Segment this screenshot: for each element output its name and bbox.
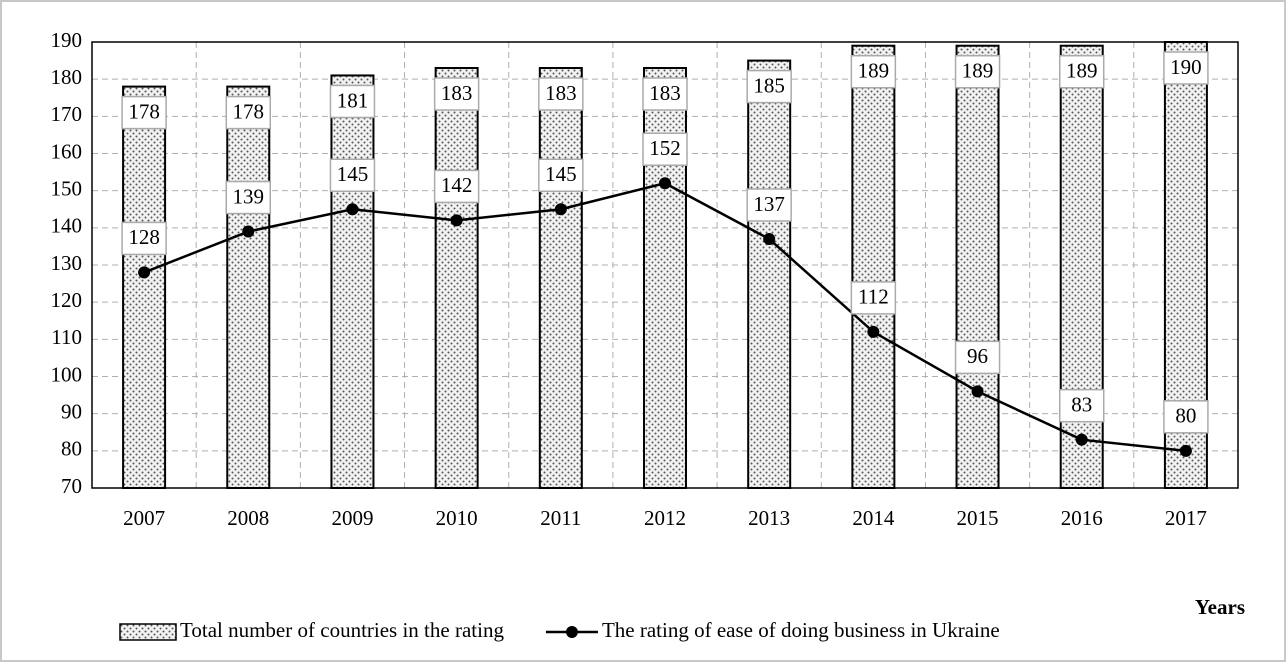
line-value-label-box — [329, 158, 376, 192]
line-value-label: 142 — [441, 173, 473, 197]
bar-value-label-box — [1058, 54, 1105, 89]
line-point — [763, 232, 776, 245]
line-value-label: 96 — [967, 344, 988, 368]
line-value-label: 145 — [545, 162, 577, 186]
bar-value-label: 189 — [1066, 59, 1098, 83]
plot-border — [91, 41, 1239, 489]
bar — [955, 44, 1000, 489]
bar-value-label-box — [746, 69, 792, 104]
y-tick-label: 190 — [51, 28, 83, 52]
line-point — [138, 266, 151, 279]
bar-value-label-box — [1163, 51, 1209, 85]
bar — [434, 67, 479, 490]
line-value-label: 145 — [337, 162, 369, 186]
line-point — [242, 225, 255, 238]
bar-value-label: 189 — [962, 59, 994, 83]
x-tick-label: 2014 — [852, 506, 895, 530]
bar-value-label-box — [538, 77, 584, 111]
x-tick-label: 2011 — [540, 506, 581, 530]
bar-value-label: 189 — [858, 59, 890, 83]
line-value-label: 83 — [1071, 392, 1092, 416]
y-tick-label: 150 — [51, 176, 83, 200]
x-tick-label: 2008 — [227, 506, 269, 530]
bar-value-label: 178 — [128, 99, 160, 123]
bar-value-label: 178 — [233, 99, 265, 123]
line-value-label-box — [1163, 400, 1209, 434]
bar — [851, 44, 896, 489]
line-point — [450, 214, 463, 227]
x-tick-label: 2007 — [123, 506, 165, 530]
legend-label: Total number of countries in the rating — [180, 618, 504, 642]
bar — [643, 67, 687, 490]
x-tick-label: 2016 — [1061, 506, 1103, 530]
legend-label: The rating of ease of doing business in … — [602, 618, 1000, 642]
line-value-label-box — [746, 188, 792, 222]
line-value-label: 128 — [128, 225, 160, 249]
y-tick-label: 170 — [51, 102, 83, 126]
x-axis-label: Years — [1195, 595, 1245, 619]
bar-value-label-box — [850, 54, 897, 89]
y-tick-label: 80 — [61, 437, 82, 461]
bar — [122, 85, 167, 489]
line-value-label-box — [538, 158, 584, 192]
y-tick-label: 120 — [51, 288, 83, 312]
y-tick-label: 180 — [51, 65, 83, 89]
bar-value-label-box — [121, 95, 167, 130]
line-point — [346, 203, 359, 216]
legend-marker — [565, 626, 578, 638]
x-tick-label: 2010 — [436, 506, 478, 530]
line-point — [1179, 444, 1192, 457]
bar-value-label: 183 — [441, 81, 473, 105]
y-tick-label: 110 — [51, 325, 82, 349]
y-tick-label: 70 — [61, 474, 82, 498]
legend-swatch — [119, 623, 177, 641]
bar-value-label: 181 — [337, 88, 369, 112]
line-point — [971, 385, 984, 398]
line-value-label-box — [225, 180, 272, 215]
line-value-label-box — [121, 221, 167, 256]
bar — [538, 67, 583, 490]
line-point — [554, 203, 567, 216]
bar — [330, 74, 375, 489]
y-tick-label: 100 — [51, 362, 83, 386]
bar-value-label-box — [433, 77, 480, 111]
bar — [226, 85, 271, 489]
bar-value-label-box — [329, 84, 376, 119]
line-point — [659, 177, 671, 190]
bar-value-label: 190 — [1170, 55, 1202, 79]
line-point — [1075, 433, 1088, 446]
x-tick-label: 2012 — [644, 506, 686, 530]
bar-value-label: 185 — [753, 73, 785, 97]
line-value-label-box — [850, 281, 897, 315]
y-tick-label: 90 — [61, 399, 82, 423]
line-value-label: 137 — [753, 192, 785, 216]
x-tick-label: 2015 — [957, 506, 999, 530]
line-value-label-box — [642, 132, 688, 166]
x-tick-label: 2009 — [331, 506, 373, 530]
bar-value-label-box — [225, 95, 272, 130]
y-tick-label: 140 — [51, 214, 83, 238]
bar-value-label-box — [642, 77, 688, 111]
x-tick-label: 2017 — [1165, 506, 1207, 530]
line-value-label-box — [433, 169, 480, 204]
bar — [747, 59, 792, 489]
y-tick-label: 160 — [51, 139, 83, 163]
y-tick-label: 130 — [51, 251, 83, 275]
line-value-label: 112 — [858, 285, 889, 309]
line-value-label-box — [954, 340, 1001, 375]
line-value-label-box — [1058, 388, 1105, 423]
line-value-label: 152 — [649, 136, 681, 160]
line-value-label: 80 — [1175, 404, 1196, 428]
bar-value-label: 183 — [649, 81, 681, 105]
bar-value-label: 183 — [545, 81, 577, 105]
line-value-label: 139 — [233, 184, 265, 208]
line-point — [867, 325, 880, 338]
bar-value-label-box — [954, 54, 1001, 89]
x-tick-label: 2013 — [748, 506, 790, 530]
